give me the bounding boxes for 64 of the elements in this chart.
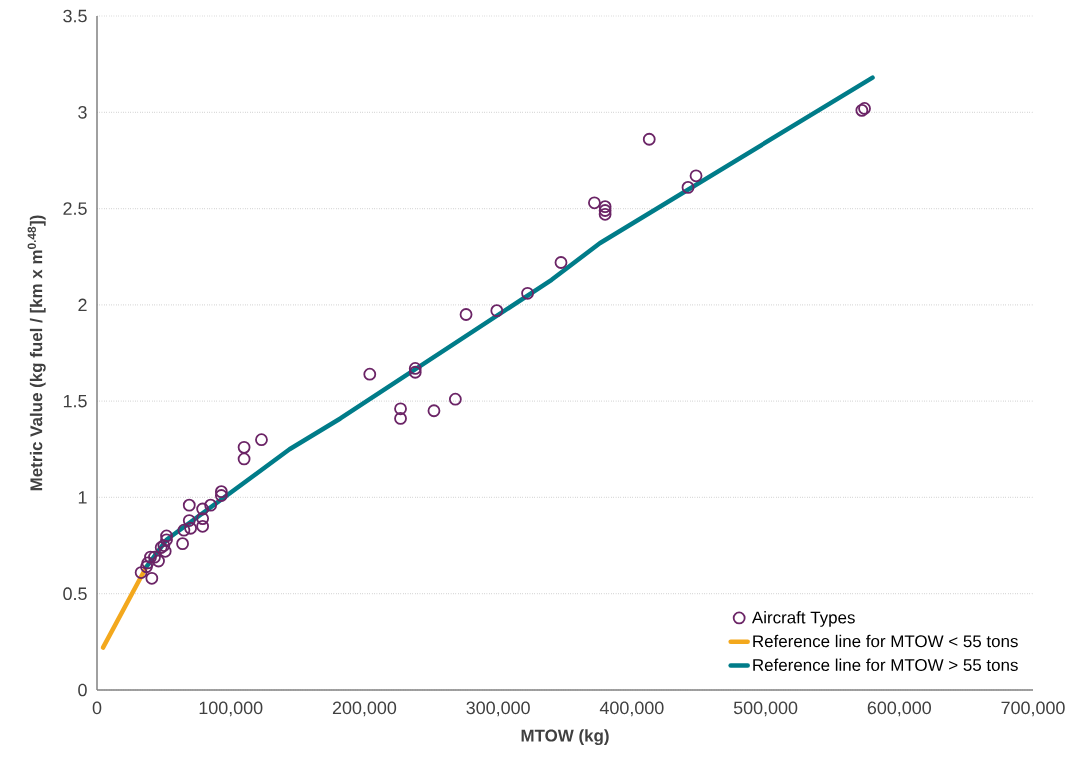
x-axis-title: MTOW (kg) [521,729,609,746]
legend-label: Aircraft Types [751,611,855,627]
point [408,365,422,379]
legend-label: Reference line for MTOW > 55 tons [753,658,1018,672]
x-tick-label: 300,000 [466,701,530,717]
point [134,566,148,579]
point [160,533,173,547]
point [448,392,462,406]
point [459,308,473,321]
point [363,367,377,381]
point [681,180,695,194]
point [588,196,601,210]
point [158,544,172,558]
point [642,132,656,146]
y-tick-label: 0.5 [63,587,87,601]
y-tick-label: 0 [78,683,87,697]
point [182,514,196,527]
point [598,204,612,217]
point [196,512,210,526]
y-axis-title: Metric Value (kg fuel / [km x m$^{0.48}$]) [27,215,46,491]
x-tick-label: 0 [92,701,102,715]
point [598,200,612,214]
point [554,256,568,269]
point [140,560,153,574]
point [144,550,157,564]
point [394,402,407,416]
point [521,286,534,300]
point [204,498,218,512]
point [196,519,210,533]
point [214,489,228,502]
point [182,498,196,512]
point [394,412,407,425]
point [184,521,197,535]
x-tick-label: 500,000 [733,701,798,717]
x-tick-label: 600,000 [867,701,931,717]
y-tick-label: 2.5 [63,202,87,215]
point [408,362,422,375]
y-tick-label: 3 [78,105,87,119]
point [255,433,268,447]
y-tick-label: 3.5 [63,9,87,23]
point [196,502,210,516]
y-tick-label: 1.5 [63,394,87,408]
point [237,440,251,454]
point [598,207,612,221]
x-tick-label: 700,000 [1001,701,1065,717]
point [145,571,159,585]
point [176,537,189,551]
x-tick-label: 100,000 [199,701,263,717]
point [689,169,703,183]
y-tick-label: 1 [78,491,87,504]
legend-label: Reference line for MTOW < 55 tons [753,634,1018,648]
x-tick-label: 200,000 [332,701,397,717]
point [177,523,191,537]
point [152,554,165,568]
point [214,485,228,499]
point [237,452,251,466]
point [490,304,504,318]
point [427,404,441,418]
x-tick-label: 400,000 [599,701,664,717]
point [148,550,161,564]
point [141,556,155,570]
line-series [144,75,875,569]
point [160,529,173,543]
y-tick-label: 2 [78,298,87,312]
